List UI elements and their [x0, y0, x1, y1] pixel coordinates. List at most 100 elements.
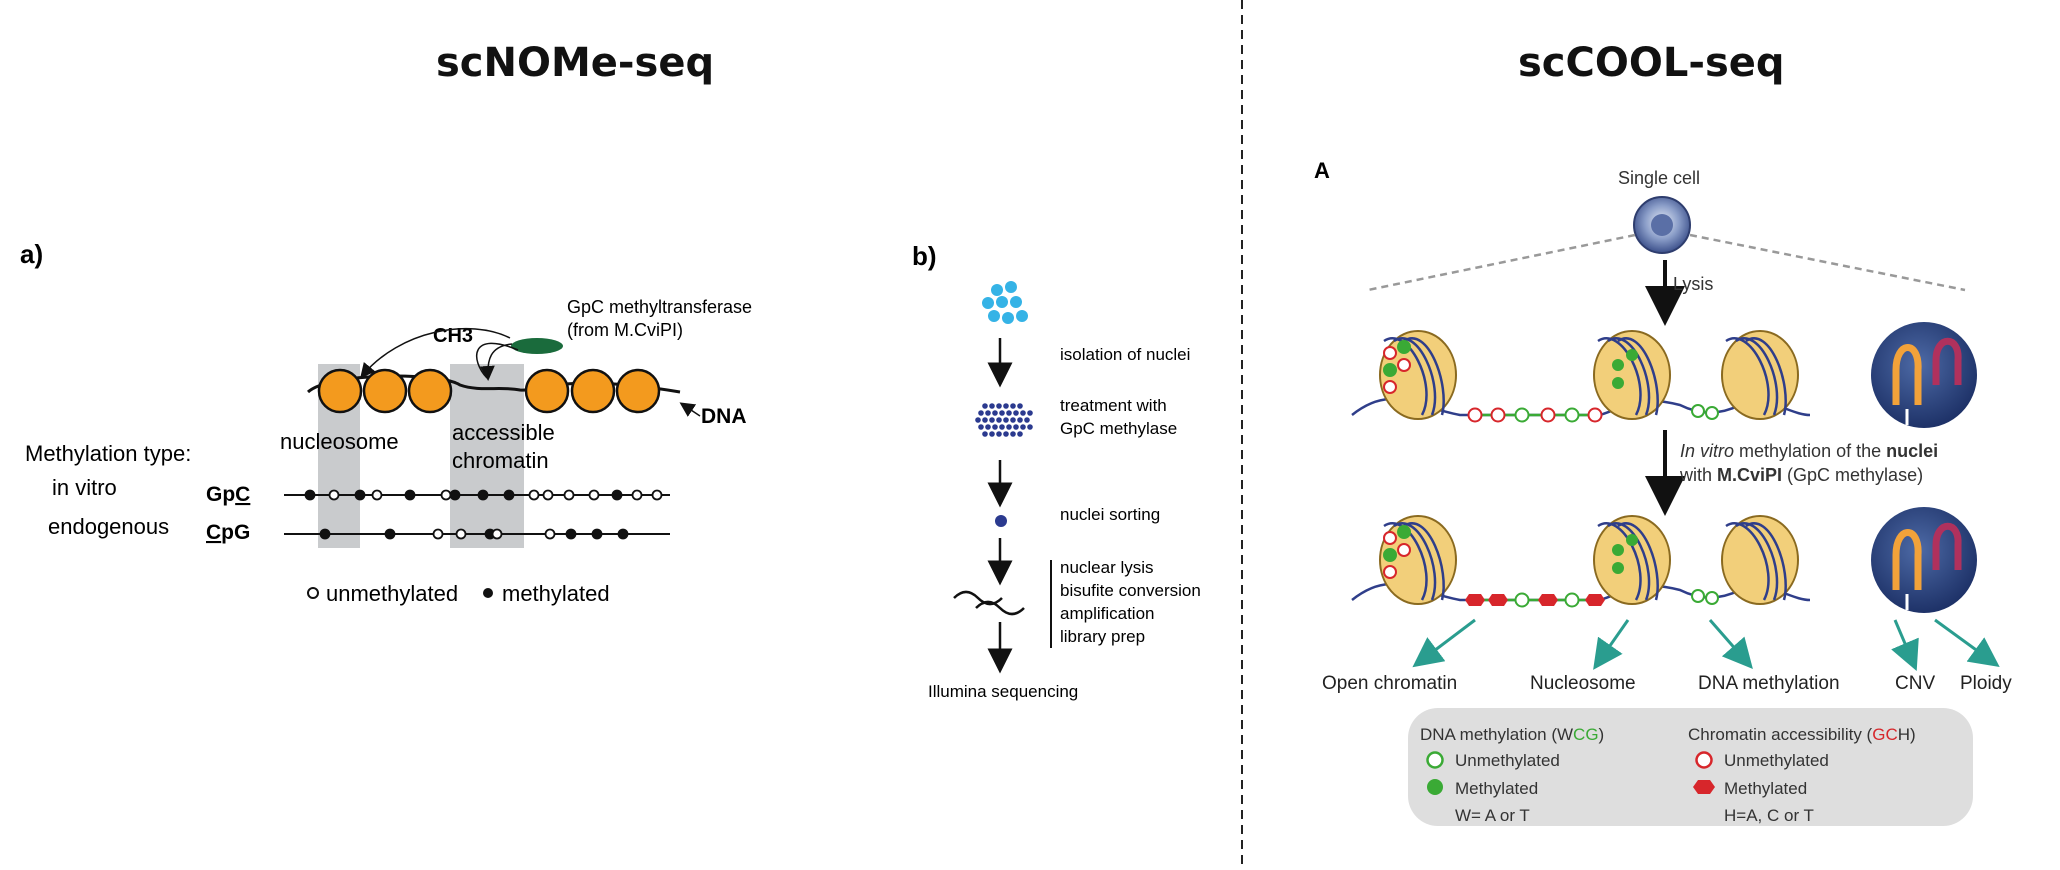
gch-marker [1397, 543, 1411, 557]
treated-nucleus-dot [992, 410, 998, 416]
panel-b-diagram: b) isolation of nuclei treatment with Gp… [912, 241, 1201, 701]
dna-wrap [1745, 337, 1787, 416]
step2-label: treatment with [1060, 396, 1167, 415]
histone-core [1379, 330, 1457, 420]
chromosome-icon [1892, 344, 1922, 405]
scool-diagram: A Single cell Lysis In vitro methylation… [1314, 158, 2012, 826]
gpc-site-marker [651, 489, 663, 501]
output-cnv: CNV [1895, 673, 1935, 694]
treated-nucleus-dot [982, 431, 988, 437]
treated-nucleus-dot [1003, 417, 1009, 423]
treated-nucleus-dot [996, 403, 1002, 409]
histone-core [1593, 515, 1671, 605]
treated-nucleus-dot [989, 431, 995, 437]
dna-label: DNA [701, 405, 747, 428]
nuclei-cluster [982, 281, 1028, 324]
treated-nucleus-dot [982, 417, 988, 423]
nucleosome-circle [524, 368, 570, 414]
gch-marker [1585, 594, 1605, 606]
treated-nucleus-dot [999, 424, 1005, 430]
nucleosome-circle [407, 368, 453, 414]
invitro-line-1: In vitro methylation of the nuclei [1680, 441, 1938, 461]
legend-wcg-unmethylated-label: Unmethylated [1455, 751, 1560, 770]
right-title: scCOOL-seq [1518, 40, 1785, 86]
treated-nucleus-dot [1006, 424, 1012, 430]
step4-label-1: nuclear lysis [1060, 558, 1154, 577]
gch-marker [1465, 594, 1485, 606]
treated-nucleus-dot [975, 417, 981, 423]
in-vitro-label: in vitro [52, 475, 117, 500]
treated-nucleus-dot [1020, 424, 1026, 430]
legend-methylated-label: methylated [502, 581, 610, 606]
gpc-site-marker [304, 489, 316, 501]
wcg-marker [1626, 349, 1638, 361]
output-arrow [1708, 619, 1753, 670]
gpc-site-marker [611, 489, 623, 501]
treated-nucleus-dot [1013, 424, 1019, 430]
treated-nucleus-dot [1003, 431, 1009, 437]
ch3-arrow [479, 343, 513, 381]
output-dna-methylation: DNA methylation [1698, 673, 1840, 694]
dna-wrap [1725, 522, 1770, 601]
final-step-label: Illumina sequencing [928, 682, 1078, 701]
step4-label-3: amplification [1060, 604, 1155, 623]
histone-core [1721, 515, 1799, 605]
cpg-site-marker [384, 528, 396, 540]
legend-h-note: H=A, C or T [1724, 806, 1814, 825]
methylation-type-label: Methylation type: [25, 441, 191, 466]
output-arrow [1593, 619, 1630, 670]
legend-gch-methylated-label: Methylated [1724, 779, 1807, 798]
wcg-marker [1397, 525, 1411, 539]
histone-core [1721, 330, 1799, 420]
gch-marker [1467, 407, 1483, 423]
gpc-methyltransferase-shape [511, 338, 563, 354]
cpg-site-marker [432, 528, 444, 540]
wcg-marker [1612, 562, 1624, 574]
dna-wrap [1393, 522, 1437, 601]
nucleosome-label: nucleosome [280, 429, 399, 454]
dna-wrap [1607, 522, 1651, 601]
treated-nucleus-dot [1017, 431, 1023, 437]
cpg-site-marker [544, 528, 556, 540]
step4-label-2: bisufite conversion [1060, 581, 1201, 600]
zoom-line-right [1689, 233, 1966, 292]
chromosome-icon [1932, 522, 1962, 570]
treated-nucleus-dot [1027, 424, 1033, 430]
gpc-site-marker [528, 489, 540, 501]
legend-w-note: W= A or T [1455, 806, 1530, 825]
treated-nucleus-dot [996, 417, 1002, 423]
treated-nucleus-dot [999, 410, 1005, 416]
gch-marker [1383, 531, 1397, 545]
treated-nucleus-dot [1027, 410, 1033, 416]
nucleosome-circle [362, 368, 408, 414]
invitro-line-2: with M.CviPI (GpC methylase) [1679, 465, 1923, 485]
chromosome-icon [1932, 337, 1962, 385]
legend-wcg-methylated-label: Methylated [1455, 779, 1538, 798]
treated-nuclei-cluster [975, 403, 1033, 437]
single-cell-nucleus [1651, 214, 1673, 236]
gpc-site-marker [371, 489, 383, 501]
cpg-label: CpG [206, 521, 250, 544]
legend-box [1408, 708, 1973, 826]
treated-nucleus-dot [1003, 403, 1009, 409]
wcg-marker [1564, 592, 1580, 608]
output-arrow [1934, 618, 2000, 668]
legend-chromatin-title: Chromatin accessibility (GCH) [1688, 725, 1916, 744]
wcg-marker [1612, 359, 1624, 371]
dna-wrap [1617, 337, 1659, 416]
gpc-site-marker [328, 489, 340, 501]
treated-nucleus-dot [1017, 403, 1023, 409]
panel-b-label: b) [912, 241, 937, 271]
panel-a-diagram: a) GpC methyltransferase (from M.CviPI) … [20, 239, 752, 606]
treated-nucleus-dot [1010, 431, 1016, 437]
gch-marker [1397, 358, 1411, 372]
legend-dna-title: DNA methylation (WCG) [1420, 725, 1604, 744]
wcg-marker [1705, 406, 1719, 420]
treated-nucleus-dot [978, 410, 984, 416]
cpg-site-marker [591, 528, 603, 540]
panel-a-label: a) [20, 239, 43, 269]
dna-wrap [1383, 337, 1428, 416]
dna-wrap [1393, 337, 1437, 416]
gpc-site-marker [503, 489, 515, 501]
treated-nucleus-dot [989, 417, 995, 423]
